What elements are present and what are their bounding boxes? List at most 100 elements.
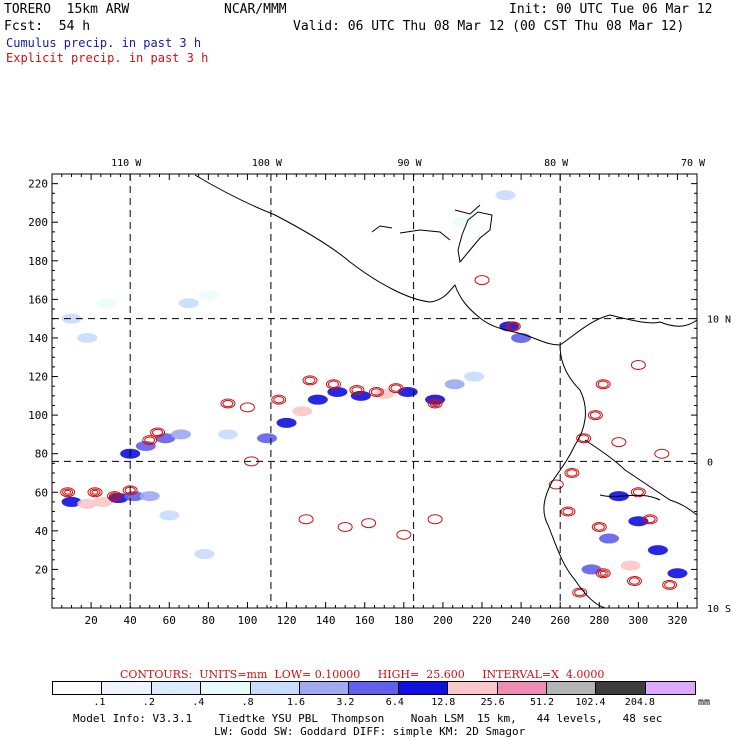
explicit-contour [304, 376, 316, 385]
colorbar-swatch [250, 682, 300, 694]
x-tick-label: 40 [124, 614, 137, 627]
longitude-label: 70 W [681, 158, 706, 169]
explicit-contour [576, 433, 592, 444]
explicit-contour [429, 399, 441, 408]
explicit-contour [351, 386, 363, 394]
header-model: TORERO 15km ARW [4, 2, 130, 17]
explicit-contour [271, 394, 287, 405]
explicit-contour [505, 321, 521, 332]
cumulus-cell [159, 510, 180, 521]
explicit-contour [150, 427, 166, 438]
x-tick-label: 240 [511, 614, 531, 627]
explicit-cells [60, 275, 678, 598]
header-fcst: Fcst: 54 h [4, 19, 91, 34]
colorbar-label: 204.8 [624, 697, 655, 708]
explicit-contour [431, 401, 439, 406]
explicit-contour [337, 521, 353, 532]
cumulus-cell [61, 496, 82, 507]
cumulus-cell [292, 406, 313, 417]
cumulus-cell [92, 496, 113, 507]
colorbar-swatch [448, 682, 498, 694]
colorbar-swatch [349, 682, 399, 694]
y-tick-label: 40 [35, 525, 48, 538]
explicit-contour [589, 411, 601, 419]
x-tick-label: 180 [394, 614, 414, 627]
colorbar-label: .8 [241, 697, 254, 708]
colorbar-swatch [546, 682, 597, 694]
model-info-line2: LW: Godd SW: Goddard DIFF: simple KM: 2D… [214, 725, 526, 738]
y-tick-label: 20 [35, 563, 48, 576]
colorbar-swatch [645, 682, 696, 694]
colorbar-label: 25.6 [480, 697, 505, 708]
x-tick-label: 140 [316, 614, 336, 627]
explicit-contour [630, 359, 646, 370]
explicit-contour [474, 275, 490, 286]
plot-axes: 20 40 60 80 100 120 140 160 180 200 220 240 260 280 30… [28, 158, 731, 627]
explicit-contour [662, 579, 678, 590]
explicit-contour [597, 569, 609, 577]
header-org: NCAR/MMM [224, 2, 287, 17]
explicit-contour [564, 467, 580, 478]
y-tick-label: 60 [35, 486, 48, 499]
colorbar-label: .1 [93, 697, 106, 708]
x-tick-label: 80 [202, 614, 215, 627]
latitude-label: 0 [707, 457, 713, 468]
cumulus-cell [599, 533, 620, 544]
explicit-contour [611, 437, 627, 448]
colorbar-label: .2 [142, 697, 155, 708]
explicit-contour [560, 506, 576, 517]
explicit-contour [626, 575, 642, 586]
colorbar-swatch [596, 682, 646, 694]
explicit-contour [632, 488, 644, 496]
y-tick-label: 120 [28, 371, 48, 384]
legend-explicit: Explicit precip. in past 3 h [6, 51, 209, 65]
cumulus-cell [647, 545, 668, 556]
explicit-contour [507, 322, 519, 331]
cumulus-cell [77, 332, 98, 343]
x-tick-label: 280 [589, 614, 609, 627]
x-tick-label: 160 [355, 614, 375, 627]
explicit-contour [368, 386, 384, 397]
cumulus-cell [171, 429, 191, 440]
colorbar-label: 12.8 [431, 697, 456, 708]
explicit-contour [562, 507, 574, 516]
cumulus-cell [452, 217, 473, 228]
colorbar-label: .4 [192, 697, 205, 708]
explicit-contour [89, 488, 101, 496]
cumulus-cell [178, 298, 199, 309]
explicit-contour [587, 410, 603, 421]
explicit-contour [325, 379, 341, 390]
x-tick-label: 300 [628, 614, 648, 627]
x-tick-label: 100 [238, 614, 258, 627]
explicit-contour [593, 523, 605, 531]
explicit-contour [642, 514, 658, 525]
explicit-contour [222, 399, 234, 408]
cumulus-cell [307, 394, 328, 405]
explicit-contour [327, 380, 339, 388]
longitude-label: 90 W [398, 158, 423, 169]
explicit-contour [107, 491, 123, 502]
explicit-contour [664, 581, 676, 589]
explicit-contour [64, 489, 72, 495]
explicit-contour [595, 568, 611, 579]
x-tick-label: 60 [163, 614, 176, 627]
y-tick-label: 160 [28, 293, 48, 306]
cumulus-cell [198, 290, 219, 301]
header-valid: Valid: 06 UTC Thu 08 Mar 12 (00 CST Thu … [293, 19, 685, 34]
explicit-contour [644, 515, 656, 523]
explicit-contour [109, 492, 121, 500]
model-info-line1: Model Info: V3.3.1 Tiedtke YSU PBL Thomp… [73, 712, 663, 725]
y-tick-label: 100 [28, 409, 48, 422]
explicit-contour [427, 398, 443, 409]
header-init: Init: 00 UTC Tue 06 Mar 12 [509, 2, 713, 17]
cumulus-cell [96, 298, 117, 309]
legend-cumulus: Cumulus precip. in past 3 h [6, 36, 202, 50]
explicit-contour [220, 398, 236, 409]
explicit-contour [597, 380, 609, 388]
cumulus-cell [464, 371, 485, 382]
cumulus-cell [194, 548, 215, 559]
cumulus-cells [61, 190, 688, 579]
colorbar-swatch [53, 682, 103, 694]
explicit-contour [574, 588, 586, 597]
